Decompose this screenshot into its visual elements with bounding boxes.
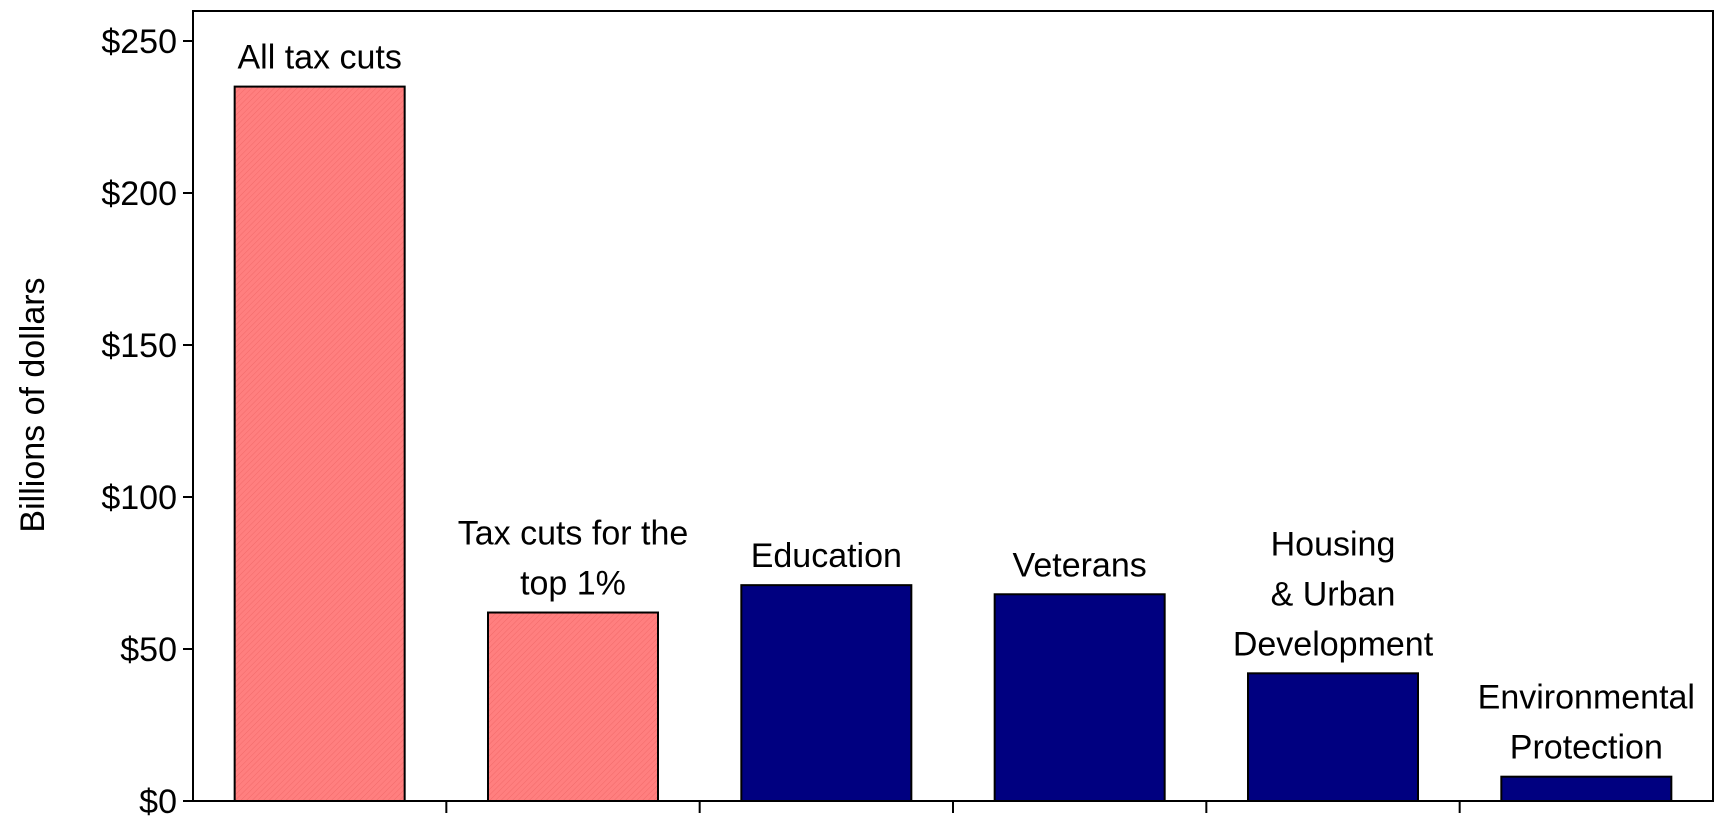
y-tick-label: $100 (101, 479, 177, 517)
bar (993, 593, 1166, 803)
bar-category-label-line: Housing (1271, 525, 1396, 563)
bars-group (233, 85, 1673, 803)
y-tick-label: $50 (120, 631, 177, 669)
bar-category-label-line: Education (751, 537, 902, 575)
bar (233, 85, 406, 803)
bar-category-label-line: Veterans (1013, 546, 1147, 584)
bar (487, 611, 659, 803)
bar (1247, 672, 1419, 803)
y-tick-label: $150 (101, 327, 177, 365)
y-tick-label: $200 (101, 175, 177, 213)
bar (1500, 775, 1673, 802)
bar-category-label: Housing & Urban Development (1233, 525, 1434, 663)
bar-labels-group: All tax cuts Tax cuts for the top 1% Educat… (237, 39, 1695, 767)
bar (740, 584, 913, 802)
bar-category-label: Education (751, 537, 902, 575)
bar-category-label-line: Development (1233, 625, 1434, 663)
x-axis (445, 801, 1461, 813)
bar-category-label-line: Protection (1510, 729, 1663, 767)
bar-category-label: Tax cuts for the top 1% (458, 515, 689, 603)
bar-category-label-line: Tax cuts for the (458, 515, 689, 553)
bar-category-label: All tax cuts (237, 39, 401, 77)
bar-category-label-line: Environmental (1478, 679, 1695, 717)
y-axis: $0 $50 $100 $150 $200 $250 (101, 23, 193, 817)
bar-category-label: Veterans (1013, 546, 1147, 584)
bar-category-label-line: & Urban (1271, 575, 1396, 613)
y-axis-title: Billions of dollars (14, 277, 52, 532)
bar-category-label: Environmental Protection (1478, 679, 1695, 767)
y-tick-label: $250 (101, 23, 177, 61)
bar-category-label-line: top 1% (520, 565, 626, 603)
y-tick-label: $0 (139, 783, 177, 817)
bar-category-label-line: All tax cuts (237, 39, 401, 77)
